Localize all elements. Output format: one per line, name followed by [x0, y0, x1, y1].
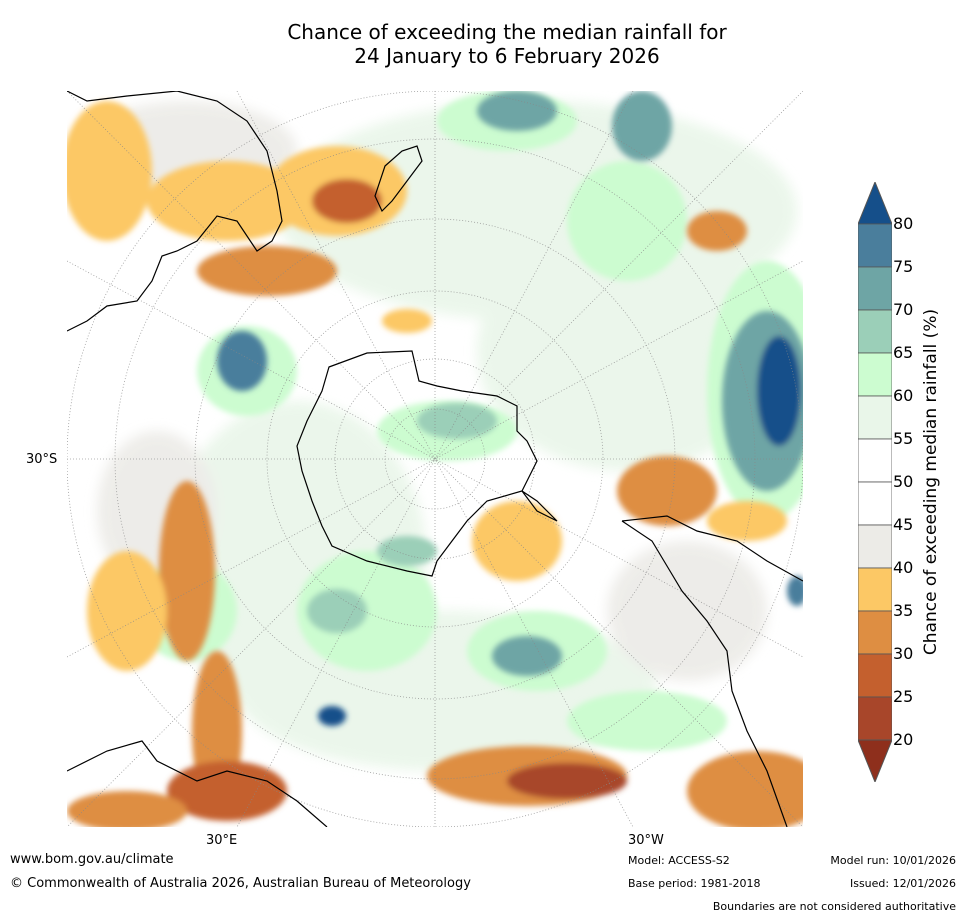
colorbar-band-50_55: [858, 438, 892, 483]
colorbar-band-60_65: [858, 352, 892, 397]
website-link[interactable]: www.bom.gov.au/climate: [10, 852, 174, 867]
issued-text: Issued: 12/01/2026: [849, 877, 956, 890]
colorbar-band-65_70: [858, 309, 892, 354]
model-run-text: Model run: 10/01/2026: [830, 854, 956, 867]
colorbar-band-45_50: [858, 481, 892, 526]
colorbar-tick-40: 40: [893, 558, 914, 577]
colorbar-tick-35: 35: [893, 601, 914, 620]
colorbar-tick-60: 60: [893, 386, 914, 405]
colorbar-tick-45: 45: [893, 515, 914, 534]
lat-label-30s: 30°S: [26, 452, 58, 467]
title-line-2: 24 January to 6 February 2026: [354, 44, 660, 68]
copyright-text: © Commonwealth of Australia 2026, Austra…: [10, 876, 471, 891]
colorbar-band-75_80: [858, 223, 892, 268]
colorbar-band-25_30: [858, 653, 892, 698]
title-line-1: Chance of exceeding the median rainfall …: [287, 20, 727, 44]
colorbar: [858, 182, 892, 782]
colorbar-band-55_60: [858, 395, 892, 440]
colorbar-top-arrow: [858, 182, 892, 225]
disclaimer-text: Boundaries are not considered authoritat…: [712, 900, 956, 913]
base-period-text: Base period: 1981-2018: [628, 877, 761, 890]
colorbar-tick-20: 20: [893, 730, 914, 749]
lon-label-30w: 30°W: [628, 833, 664, 848]
colorbar-label: Chance of exceeding median rainfall (%): [921, 308, 941, 656]
colorbar-tick-25: 25: [893, 687, 914, 706]
map-canvas: [67, 91, 803, 827]
colorbar-bands: [858, 223, 892, 741]
map-title: Chance of exceeding the median rainfall …: [68, 20, 946, 68]
colorbar-tick-50: 50: [893, 472, 914, 491]
colorbar-band-70_75: [858, 266, 892, 311]
colorbar-tick-75: 75: [893, 257, 914, 276]
rainfall-map: [67, 91, 803, 827]
colorbar-band-30_35: [858, 610, 892, 655]
lon-label-30e: 30°E: [206, 833, 238, 848]
colorbar-bottom-arrow: [858, 739, 892, 782]
model-text: Model: ACCESS-S2: [628, 854, 730, 867]
colorbar-tick-65: 65: [893, 343, 914, 362]
colorbar-band-40_45: [858, 524, 892, 569]
colorbar-band-20_25: [858, 696, 892, 741]
colorbar-tick-70: 70: [893, 300, 914, 319]
colorbar-tick-30: 30: [893, 644, 914, 663]
colorbar-tick-55: 55: [893, 429, 914, 448]
colorbar-tick-80: 80: [893, 214, 914, 233]
colorbar-band-35_40: [858, 567, 892, 612]
